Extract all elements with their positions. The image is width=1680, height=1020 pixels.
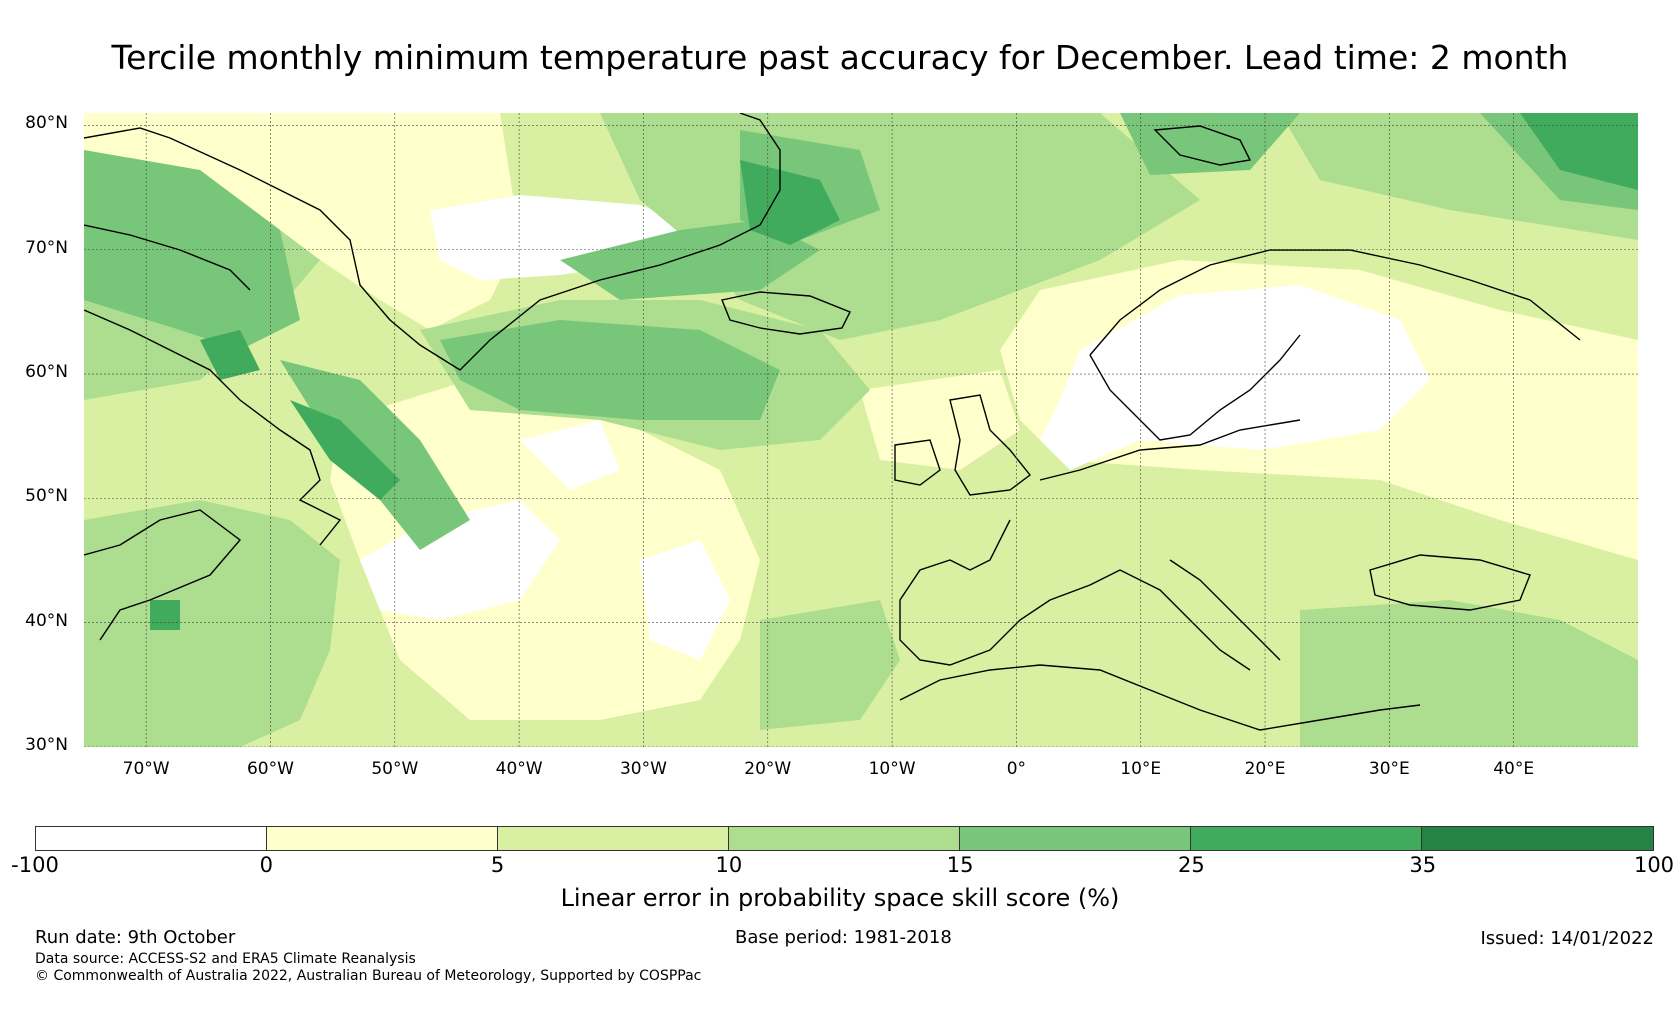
colorbar-tick-label: 25	[1178, 853, 1205, 877]
lon-label: 10°E	[1120, 759, 1162, 779]
lon-label: 60°W	[246, 759, 294, 779]
coastlines	[84, 113, 1581, 731]
issued-date: Issued: 14/01/2022	[1480, 928, 1654, 949]
lon-label: 50°W	[371, 759, 419, 779]
lon-label: 40°E	[1493, 759, 1535, 779]
lon-label: 30°E	[1368, 759, 1410, 779]
chart-title: Tercile monthly minimum temperature past…	[111, 38, 1569, 77]
lat-label: 30°N	[25, 735, 68, 755]
base-period: Base period: 1981-2018	[735, 927, 952, 948]
colorbar-tick-label: 10	[715, 853, 743, 877]
lat-label: 80°N	[25, 113, 68, 134]
colorbar-label: Linear error in probability space skill …	[560, 884, 1120, 912]
lon-label: 20°E	[1244, 759, 1286, 779]
colorbar-bin	[960, 827, 1191, 850]
colorbar-bin	[1191, 827, 1422, 850]
gridlines	[84, 113, 1638, 747]
colorbar-bin	[498, 827, 729, 850]
lon-label: 70°W	[122, 759, 170, 779]
data-source: Data source: ACCESS-S2 and ERA5 Climate …	[35, 951, 416, 967]
colorbar-tick-label: 35	[1409, 853, 1437, 877]
colorbar-bin	[729, 827, 960, 850]
lon-label: 10°W	[868, 759, 916, 779]
lat-label: 40°N	[25, 610, 68, 631]
copyright: © Commonwealth of Australia 2022, Austra…	[35, 968, 702, 984]
lon-label: 30°W	[619, 759, 667, 779]
colorbar-bin	[267, 827, 498, 850]
colorbar-bin	[1422, 827, 1653, 850]
colorbar-tick-label: 15	[946, 853, 974, 877]
colorbar	[35, 826, 1654, 851]
colorbar-tick-label: 5	[490, 853, 505, 877]
run-date: Run date: 9th October	[35, 927, 236, 948]
lon-label: 40°W	[495, 759, 543, 779]
lon-label: 20°W	[744, 759, 792, 779]
colorbar-tick-label: -100	[11, 853, 59, 877]
colorbar-bin	[36, 827, 267, 850]
colorbar-tick-label: 0	[259, 853, 273, 877]
lat-label: 50°N	[25, 486, 68, 507]
lon-label: 0°	[1006, 759, 1027, 779]
lat-label: 70°N	[25, 237, 68, 258]
colorbar-tick-label: 100	[1633, 853, 1675, 877]
lat-label: 60°N	[25, 362, 68, 383]
